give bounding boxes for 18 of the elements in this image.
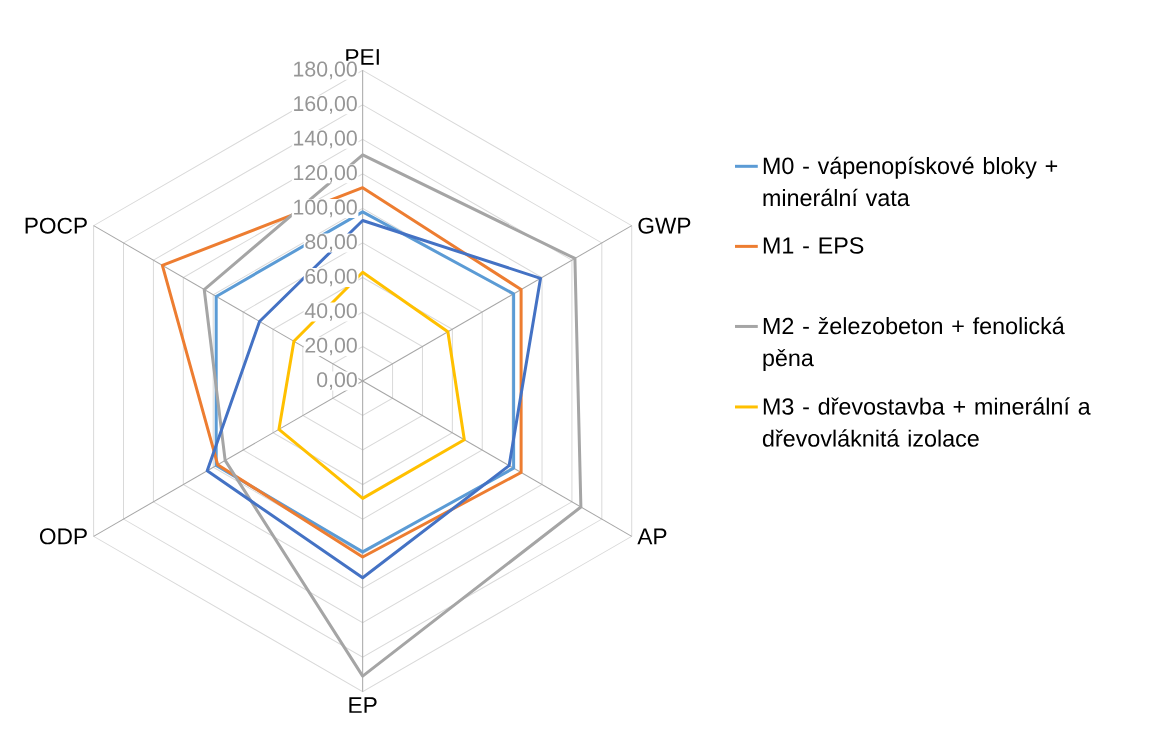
spoke-label: GWP [638,217,691,234]
y-tick-label: 60,00 [305,268,357,287]
y-tick-label: 0,00 [317,372,357,390]
y-tick-label: 140,00 [294,130,357,149]
y-tick-label: 120,00 [294,165,357,183]
y-tick-label: 20,00 [305,337,357,356]
y-tick-label: 80,00 [305,234,357,252]
y-tick-label: 100,00 [294,199,357,218]
spoke-label: ODP [39,528,87,545]
y-tick-label: 160,00 [294,96,357,114]
spoke-label: POCP [25,217,87,234]
spoke-label: AP [637,528,667,545]
legend-label: M3 - dřevostavba + minerální a dřevovláknitá izolace [762,397,1091,447]
spoke-label: EP [349,697,377,713]
legend-label: M0 - vápenopískové bloky + minerální vata [763,156,1058,207]
y-tick-label: 40,00 [304,303,357,321]
legend-label: M2 - železobeton + fenolická pěna [763,316,1065,371]
legend-label: M1 - EPS [763,237,864,254]
